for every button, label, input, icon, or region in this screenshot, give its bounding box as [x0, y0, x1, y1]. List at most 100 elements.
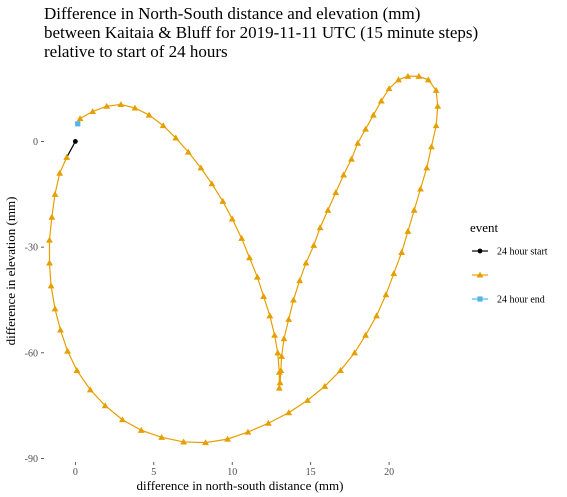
data-point-triangle [404, 72, 412, 79]
data-point-triangle [354, 139, 362, 146]
data-point-triangle [274, 349, 282, 356]
data-point-triangle [244, 428, 252, 435]
data-point-triangle [197, 164, 205, 171]
y-tick-label: 0 [33, 137, 38, 148]
data-point-triangle [47, 282, 55, 289]
data-point-triangle [370, 111, 377, 118]
data-point-triangle [276, 379, 284, 386]
legend-title: event [470, 220, 499, 235]
data-point-triangle [404, 227, 412, 234]
data-point-triangle [296, 277, 304, 284]
legend-key-triangle [476, 271, 484, 278]
data-point-triangle [340, 171, 348, 178]
data-point-triangle [304, 396, 311, 403]
data-point-triangle [260, 293, 268, 299]
data-point-start [72, 139, 78, 144]
chart-title-line-1: Difference in North-South distance and e… [44, 4, 420, 23]
data-point-triangle [266, 312, 274, 319]
data-point-triangle [348, 155, 355, 162]
legend-key-square [477, 296, 483, 302]
data-point-triangle [184, 148, 192, 155]
data-point-triangle [48, 213, 56, 220]
data-point-triangle [434, 102, 442, 109]
x-tick-label: 20 [384, 467, 394, 478]
data-point-triangle [119, 416, 126, 423]
data-point-triangle [432, 122, 440, 129]
data-point-triangle [219, 197, 227, 204]
data-point-triangle [73, 367, 81, 373]
data-point-triangle [417, 185, 424, 192]
data-point-triangle [332, 189, 340, 196]
data-point-triangle [64, 347, 71, 354]
chart-title-line-3: relative to start of 24 hours [44, 42, 228, 61]
data-point-triangle [159, 122, 167, 129]
data-point-triangle [382, 291, 390, 298]
y-tick-label: -90 [25, 454, 38, 465]
data-point-triangle [137, 426, 145, 433]
data-point-triangle [428, 143, 435, 150]
data-point-triangle [271, 331, 278, 338]
data-point-triangle [362, 125, 369, 132]
data-point-triangle [337, 367, 344, 373]
data-point-triangle [302, 259, 310, 266]
data-point-triangle [310, 241, 318, 248]
data-point-triangle [253, 273, 261, 280]
data-point-triangle [432, 86, 440, 93]
data-point-triangle [316, 224, 324, 231]
data-point-triangle [101, 402, 109, 409]
data-point-triangle [395, 76, 402, 83]
data-point-triangle [158, 433, 166, 440]
data-point-triangle [385, 85, 393, 92]
data-point-triangle [362, 331, 369, 338]
data-point-triangle [285, 315, 293, 322]
data-point-triangle [224, 435, 231, 442]
data-point-triangle [228, 215, 236, 222]
legend-label: 24 hour start [497, 247, 548, 258]
data-point-triangle [324, 206, 332, 213]
data-point-triangle [264, 419, 272, 426]
data-point-end [75, 121, 81, 127]
legend: event 24 hour start 24 hour end [470, 220, 548, 306]
x-tick-label: 5 [151, 467, 156, 478]
y-tick-label: -30 [25, 243, 38, 254]
chart-title-line-2: between Kaitaia & Bluff for 2019-11-11 U… [44, 23, 478, 42]
data-point-triangle [398, 249, 406, 255]
data-point-triangle [390, 270, 398, 277]
x-tick-label: 0 [73, 467, 78, 478]
data-point-triangle [410, 206, 418, 213]
data-point-triangle [415, 72, 423, 79]
data-point-triangle [275, 368, 283, 375]
data-point-triangle [423, 164, 431, 171]
data-point-triangle [46, 259, 53, 266]
data-point-triangle [131, 104, 139, 111]
data-point-triangle [89, 108, 97, 115]
data-point-triangle [246, 254, 253, 261]
y-tick-label: -60 [25, 348, 38, 359]
data-point-triangle [202, 439, 209, 446]
data-point-triangle [424, 76, 432, 83]
data-point-triangle [51, 190, 59, 197]
data-point-triangle [377, 97, 385, 104]
y-axis-title: difference in elevation (mm) [3, 197, 18, 346]
data-point-triangle [145, 111, 153, 118]
data-point-triangle [285, 409, 293, 416]
x-tick-label: 10 [227, 467, 237, 478]
data-point-triangle [351, 349, 358, 356]
series-line-main [48, 75, 439, 444]
data-point-triangle [373, 312, 380, 319]
legend-label: 24 hour end [497, 295, 545, 306]
data-point-triangle [63, 153, 71, 160]
data-point-triangle [290, 296, 297, 303]
data-point-triangle [103, 102, 111, 109]
x-axis-ticks: 0 5 10 15 20 [73, 462, 394, 478]
legend-key-circle [477, 248, 483, 254]
data-point-triangle [56, 169, 64, 176]
data-point-triangle [278, 352, 286, 359]
series-line-start [66, 141, 76, 158]
plot-area [46, 72, 442, 446]
data-point-triangle [321, 382, 329, 389]
data-point-triangle [46, 236, 53, 243]
y-axis-ticks: 0 -30 -60 -90 [25, 137, 44, 465]
data-point-triangle [238, 234, 246, 241]
data-point-triangle [172, 134, 180, 141]
